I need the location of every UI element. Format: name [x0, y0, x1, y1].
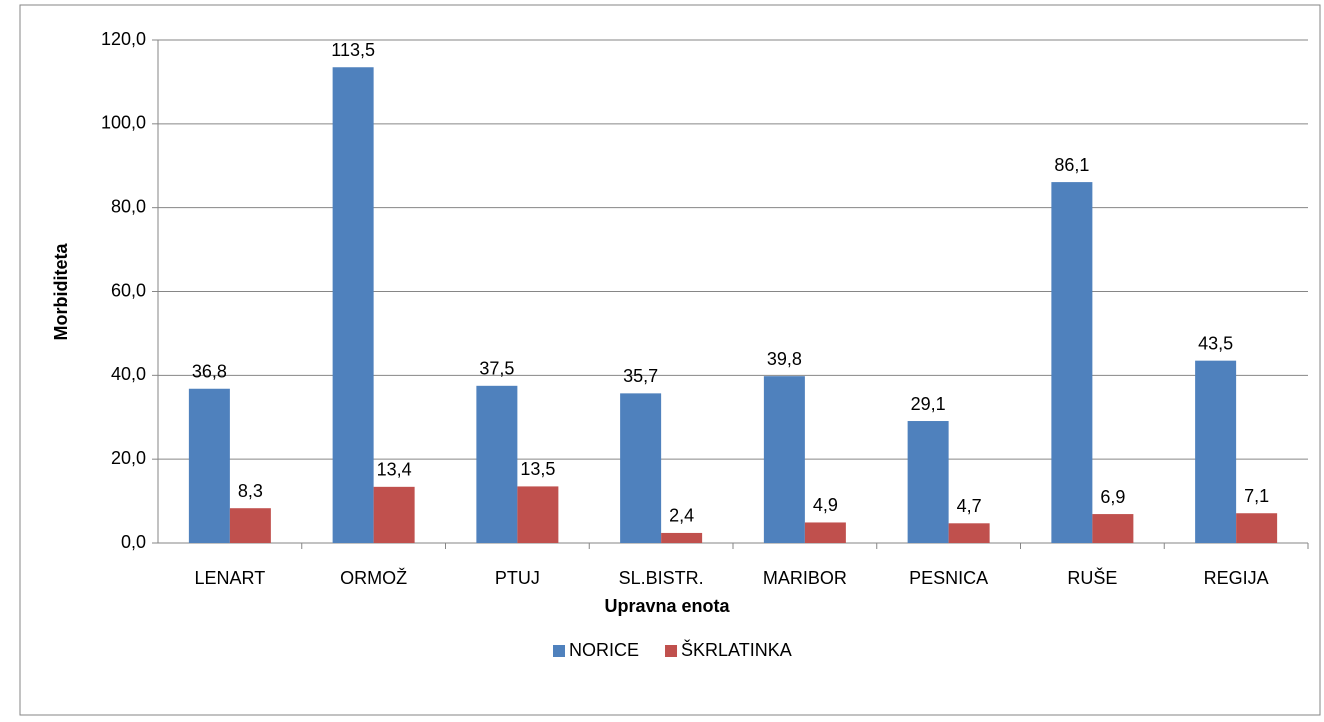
- x-axis-title: Upravna enota: [604, 596, 730, 616]
- y-tick-label: 100,0: [101, 113, 146, 133]
- x-tick-label: ORMOŽ: [340, 568, 407, 588]
- bar: [620, 393, 662, 543]
- bar: [188, 388, 230, 543]
- bar: [804, 522, 846, 543]
- data-label: 35,7: [623, 366, 658, 386]
- y-tick-label: 60,0: [111, 280, 146, 300]
- data-label: 43,5: [1198, 333, 1233, 353]
- bar: [1092, 514, 1134, 543]
- x-tick-label: MARIBOR: [763, 568, 847, 588]
- bar: [763, 376, 805, 543]
- bar: [1236, 513, 1278, 543]
- legend-label: ŠKRLATINKA: [681, 639, 792, 660]
- x-tick-label: PESNICA: [909, 568, 988, 588]
- data-label: 86,1: [1054, 155, 1089, 175]
- bar: [332, 67, 374, 543]
- data-label: 4,7: [957, 496, 982, 516]
- data-label: 4,9: [813, 495, 838, 515]
- y-tick-label: 20,0: [111, 448, 146, 468]
- x-tick-label: RUŠE: [1067, 567, 1117, 588]
- x-tick-label: SL.BISTR.: [619, 568, 704, 588]
- data-label: 39,8: [767, 349, 802, 369]
- data-label: 29,1: [911, 394, 946, 414]
- y-tick-label: 80,0: [111, 196, 146, 216]
- bar: [373, 486, 415, 543]
- bar: [476, 385, 518, 543]
- y-tick-label: 120,0: [101, 29, 146, 49]
- bar: [1195, 360, 1237, 543]
- x-tick-label: REGIJA: [1204, 568, 1269, 588]
- bar: [948, 523, 990, 543]
- legend-label: NORICE: [569, 640, 639, 660]
- data-label: 113,5: [331, 40, 375, 60]
- x-tick-label: LENART: [195, 568, 266, 588]
- data-label: 37,5: [479, 359, 514, 379]
- x-tick-label: PTUJ: [495, 568, 540, 588]
- y-tick-label: 40,0: [111, 364, 146, 384]
- data-label: 8,3: [238, 481, 263, 501]
- y-axis-title: Morbiditeta: [51, 243, 71, 341]
- bar: [517, 486, 559, 543]
- legend-swatch: [665, 645, 678, 657]
- data-label: 7,1: [1244, 486, 1269, 506]
- bar: [661, 532, 703, 543]
- data-label: 13,5: [520, 459, 555, 479]
- y-tick-label: 0,0: [121, 532, 146, 552]
- bar: [1051, 182, 1093, 543]
- data-label: 13,4: [377, 460, 412, 480]
- data-label: 6,9: [1100, 487, 1125, 507]
- legend-swatch: [553, 645, 565, 657]
- data-label: 2,4: [669, 506, 694, 526]
- data-label: 36,8: [192, 361, 227, 381]
- bar: [229, 508, 271, 543]
- bar: [907, 421, 949, 543]
